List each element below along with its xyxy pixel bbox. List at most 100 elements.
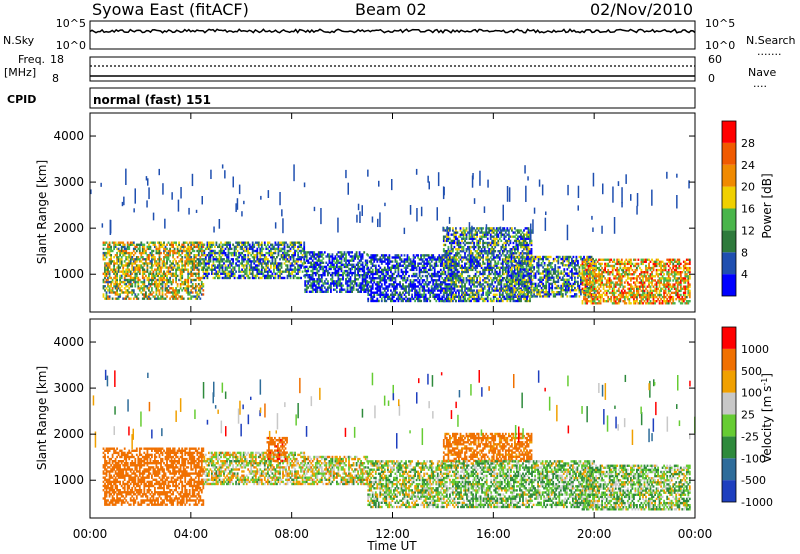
heatmap-cell [364, 282, 367, 285]
heatmap-cell [307, 286, 310, 289]
heatmap-cell [462, 227, 465, 230]
heatmap-cell [465, 256, 468, 259]
heatmap-cell [155, 280, 158, 284]
heatmap-cell [300, 243, 303, 246]
heatmap-cell [486, 289, 489, 292]
heatmap-cell [455, 268, 457, 272]
heatmap-cell [403, 293, 406, 296]
heatmap-cell [525, 264, 528, 267]
heatmap-cell [491, 231, 494, 234]
heatmap-cell [116, 258, 119, 261]
heatmap-cell [108, 280, 111, 284]
heatmap-cell [363, 267, 366, 271]
heatmap-cell [510, 255, 513, 259]
heatmap-cell [459, 266, 462, 269]
heatmap-cell [126, 251, 129, 255]
heatmap-cell [430, 256, 433, 259]
heatmap-cell [523, 229, 525, 232]
heatmap-cell [151, 260, 153, 263]
heatmap-cell [495, 297, 498, 301]
heatmap-cell [427, 291, 430, 294]
heatmap-cell [310, 269, 313, 273]
heatmap-cell [483, 279, 486, 282]
heatmap-cell [383, 293, 386, 296]
heatmap-cell [170, 291, 173, 294]
heatmap-cell [455, 252, 457, 255]
heatmap-cell [411, 295, 414, 298]
heatmap-cell [511, 248, 513, 251]
heatmap-cell [256, 251, 259, 255]
heatmap-cell [274, 266, 277, 269]
heatmap-cell [403, 262, 406, 265]
heatmap-cell [107, 295, 109, 298]
heatmap-cell [455, 258, 457, 261]
heatmap-cell [488, 293, 491, 296]
heatmap-cell [158, 258, 161, 261]
heatmap-cell [489, 297, 492, 301]
heatmap-cell [405, 285, 407, 288]
heatmap-cell [304, 288, 307, 291]
heatmap-cell [429, 258, 432, 261]
heatmap-cell [166, 291, 168, 294]
heatmap-cell [204, 254, 207, 257]
heatmap-cell [449, 287, 451, 290]
heatmap-cell [512, 274, 514, 277]
heatmap-cell [163, 256, 165, 259]
heatmap-cell [273, 268, 275, 271]
heatmap-cell [360, 253, 363, 256]
heatmap-cell [414, 262, 417, 265]
heatmap-cell [442, 235, 445, 238]
heatmap-cell [247, 260, 250, 263]
heatmap-cell [254, 260, 257, 263]
heatmap-cell [383, 279, 386, 282]
heatmap-cell [492, 264, 495, 267]
heatmap-cell [452, 250, 454, 253]
heatmap-cell [515, 264, 518, 267]
heatmap-cell [340, 257, 343, 260]
heatmap-cell [445, 262, 448, 265]
heatmap-cell [259, 247, 262, 251]
heatmap-cell [418, 279, 421, 282]
heatmap-cell [371, 285, 374, 288]
nave-legend: .... [753, 77, 767, 90]
heatmap-cell [292, 264, 295, 267]
heatmap-cell [125, 249, 128, 253]
heatmap-cell [206, 241, 209, 244]
heatmap-cell [464, 229, 466, 232]
heatmap-cell [131, 264, 134, 267]
heatmap-cell [545, 286, 548, 290]
heatmap-cell [176, 274, 179, 278]
heatmap-cell [497, 266, 500, 269]
heatmap-cell [418, 262, 421, 265]
heatmap-cell [187, 289, 190, 292]
heatmap-cell [453, 258, 456, 261]
heatmap-cell [459, 229, 462, 232]
heatmap-cell [412, 274, 415, 278]
heatmap-cell [391, 277, 394, 280]
heatmap-cell [456, 248, 459, 251]
heatmap-cell [387, 256, 389, 259]
heatmap-cell [336, 280, 338, 283]
heatmap-cell [169, 297, 172, 300]
heatmap-cell [503, 233, 506, 236]
heatmap-cell [376, 277, 379, 280]
heatmap-cell [427, 268, 430, 272]
heatmap-cell [501, 289, 504, 292]
heatmap-cell [221, 243, 224, 246]
heatmap-cell [414, 279, 417, 282]
heatmap-cell [311, 259, 314, 262]
heatmap-cell [151, 272, 153, 275]
heatmap-cell [377, 283, 380, 286]
heatmap-cell [349, 288, 352, 291]
heatmap-cell [518, 243, 521, 247]
heatmap-cell [427, 287, 430, 290]
heatmap-cell [411, 266, 414, 269]
heatmap-cell [123, 280, 126, 284]
heatmap-cell [360, 286, 363, 289]
heatmap-cell [409, 264, 412, 267]
heatmap-cell [248, 266, 251, 269]
heatmap-cell [120, 280, 123, 284]
heatmap-cell [495, 272, 498, 276]
heatmap-cell [132, 289, 135, 292]
heatmap-cell [279, 241, 281, 244]
